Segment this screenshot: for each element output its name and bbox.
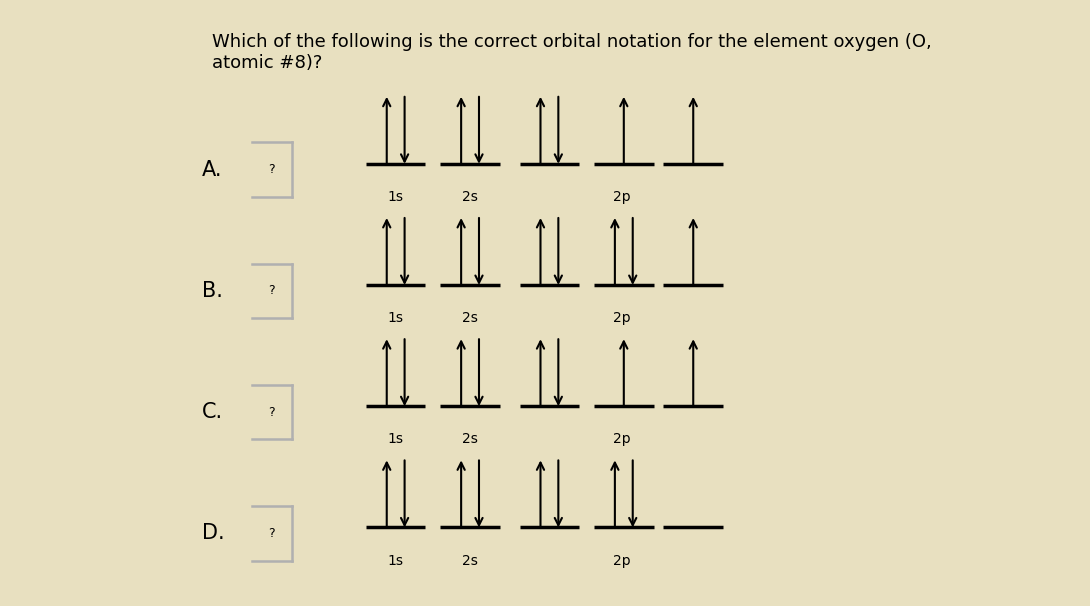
Text: 2p: 2p xyxy=(613,311,631,325)
Text: 1s: 1s xyxy=(388,311,403,325)
Text: 2p: 2p xyxy=(613,432,631,447)
Text: 2p: 2p xyxy=(613,553,631,568)
Text: 2s: 2s xyxy=(462,190,479,204)
Text: 1s: 1s xyxy=(388,553,403,568)
Text: B.: B. xyxy=(203,281,223,301)
Text: 2s: 2s xyxy=(462,311,479,325)
Text: ?: ? xyxy=(268,405,275,419)
Text: ?: ? xyxy=(268,527,275,540)
Text: D.: D. xyxy=(203,523,225,544)
Text: ?: ? xyxy=(268,163,275,176)
Text: C.: C. xyxy=(203,402,223,422)
Text: Which of the following is the correct orbital notation for the element oxygen (O: Which of the following is the correct or… xyxy=(213,33,932,72)
Text: A.: A. xyxy=(203,159,222,180)
Text: 2p: 2p xyxy=(613,190,631,204)
Text: 1s: 1s xyxy=(388,190,403,204)
Text: ?: ? xyxy=(268,284,275,298)
Text: 2s: 2s xyxy=(462,553,479,568)
Text: 1s: 1s xyxy=(388,432,403,447)
Text: 2s: 2s xyxy=(462,432,479,447)
